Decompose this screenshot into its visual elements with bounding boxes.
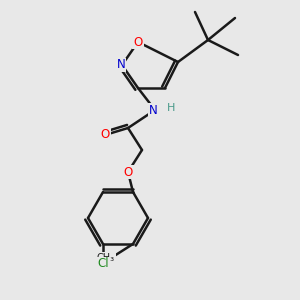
Text: N: N bbox=[117, 58, 125, 71]
Text: N: N bbox=[148, 103, 158, 116]
Text: O: O bbox=[123, 166, 133, 178]
Text: O: O bbox=[134, 35, 142, 49]
Text: CH₃: CH₃ bbox=[97, 253, 115, 263]
Text: H: H bbox=[167, 103, 175, 113]
Text: O: O bbox=[100, 128, 109, 142]
Text: Cl: Cl bbox=[97, 257, 109, 271]
